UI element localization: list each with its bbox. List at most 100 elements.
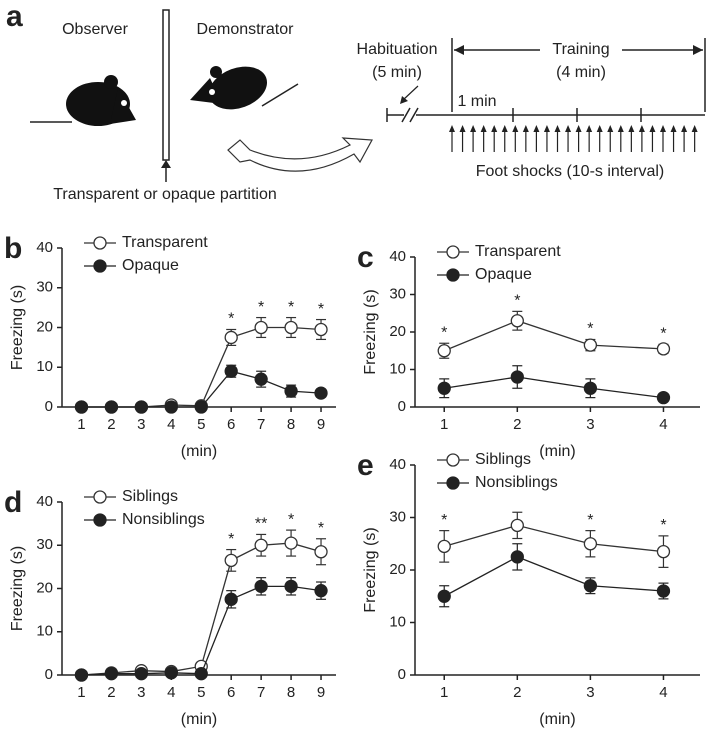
x-tick-label: 1 bbox=[77, 416, 85, 433]
marker bbox=[656, 544, 671, 559]
training-duration: (4 min) bbox=[556, 64, 606, 81]
marker bbox=[254, 579, 268, 593]
x-tick-label: 3 bbox=[137, 684, 145, 701]
panel-label: a bbox=[6, 0, 23, 33]
legend-label: Transparent bbox=[122, 234, 208, 251]
interval-label: 1 min bbox=[457, 93, 496, 110]
significance: * bbox=[318, 301, 324, 318]
marker bbox=[284, 579, 298, 593]
mouse-tail bbox=[261, 83, 299, 107]
marker bbox=[314, 386, 328, 400]
x-tick-label: 4 bbox=[167, 684, 175, 701]
training-label: Training bbox=[552, 41, 609, 58]
partition-label: Transparent or opaque partition bbox=[53, 186, 277, 203]
arrow-head bbox=[575, 125, 582, 132]
y-tick-label: 40 bbox=[389, 248, 406, 265]
legend-marker bbox=[446, 453, 460, 467]
significance: * bbox=[587, 321, 593, 338]
y-tick-label: 0 bbox=[45, 398, 53, 415]
observer-label: Observer bbox=[62, 21, 128, 38]
demonstrator-ear bbox=[210, 66, 222, 78]
legend-label: Nonsiblings bbox=[475, 474, 558, 491]
observer-eye bbox=[121, 100, 127, 106]
x-tick-label: 6 bbox=[227, 416, 235, 433]
arrow-head bbox=[459, 125, 466, 132]
habituation-duration: (5 min) bbox=[372, 64, 422, 81]
arrow-head bbox=[470, 125, 477, 132]
legend-label: Opaque bbox=[122, 257, 179, 274]
arrow-head bbox=[449, 125, 455, 132]
x-tick-label: 3 bbox=[586, 684, 594, 701]
arrow-head bbox=[670, 125, 677, 132]
marker bbox=[583, 579, 598, 593]
x-tick-label: 1 bbox=[77, 684, 85, 701]
x-tick-label: 2 bbox=[107, 684, 115, 701]
marker bbox=[284, 536, 298, 550]
x-tick-label: 4 bbox=[167, 416, 175, 433]
marker bbox=[437, 381, 451, 395]
legend-label: Nonsiblings bbox=[122, 511, 205, 528]
arrow-head bbox=[586, 125, 593, 132]
marker bbox=[583, 381, 598, 395]
x-tick-label: 3 bbox=[586, 416, 594, 433]
marker bbox=[224, 364, 238, 378]
panel-label: b bbox=[4, 232, 22, 265]
y-axis-label: Freezing (s) bbox=[9, 546, 26, 631]
marker bbox=[437, 344, 451, 358]
arrow-head bbox=[681, 125, 688, 132]
legend-marker bbox=[93, 236, 107, 250]
y-tick-label: 20 bbox=[36, 318, 53, 335]
legend-marker bbox=[446, 476, 460, 490]
marker bbox=[254, 372, 268, 386]
arrow-head bbox=[533, 125, 540, 132]
y-tick-label: 40 bbox=[36, 493, 53, 510]
x-axis-label: (min) bbox=[539, 711, 575, 728]
marker bbox=[134, 400, 149, 414]
y-tick-label: 30 bbox=[36, 279, 53, 296]
timeline-break bbox=[409, 107, 419, 123]
marker bbox=[254, 320, 268, 335]
y-tick-label: 0 bbox=[45, 666, 53, 683]
significance: * bbox=[441, 512, 447, 529]
significance: * bbox=[228, 311, 234, 328]
x-tick-label: 7 bbox=[257, 684, 265, 701]
arrow-head bbox=[617, 125, 624, 132]
marker bbox=[510, 550, 524, 564]
marker bbox=[224, 553, 238, 568]
legend-marker bbox=[93, 513, 107, 527]
x-tick-label: 3 bbox=[137, 416, 145, 433]
arrow-head bbox=[596, 125, 603, 132]
arrow-head bbox=[454, 45, 464, 55]
shocks-label: Foot shocks (10-s interval) bbox=[476, 163, 665, 180]
panel-label: e bbox=[357, 449, 374, 482]
y-tick-label: 10 bbox=[389, 360, 406, 377]
y-tick-label: 10 bbox=[389, 613, 406, 630]
x-tick-label: 4 bbox=[659, 416, 667, 433]
demonstrator-head bbox=[190, 78, 222, 104]
x-tick-label: 7 bbox=[257, 416, 265, 433]
y-tick-label: 30 bbox=[389, 508, 406, 525]
panel-label: d bbox=[4, 486, 22, 519]
marker bbox=[656, 342, 671, 356]
x-tick-label: 9 bbox=[317, 684, 325, 701]
significance: * bbox=[288, 299, 294, 316]
arrow-head bbox=[554, 125, 561, 132]
marker bbox=[284, 320, 298, 335]
habituation-label: Habituation bbox=[357, 41, 438, 58]
observer-ear bbox=[104, 75, 118, 89]
y-tick-label: 10 bbox=[36, 623, 53, 640]
arrow-head bbox=[512, 125, 519, 132]
marker bbox=[510, 314, 524, 328]
x-tick-label: 6 bbox=[227, 684, 235, 701]
arrow-head bbox=[691, 125, 698, 132]
arrow-head bbox=[660, 125, 666, 132]
legend-marker bbox=[93, 259, 107, 273]
demonstrator-mouse bbox=[208, 66, 268, 110]
marker bbox=[314, 584, 328, 598]
panel-label: c bbox=[357, 241, 374, 274]
marker bbox=[510, 518, 524, 533]
partition bbox=[162, 9, 170, 161]
marker bbox=[254, 538, 268, 552]
marker bbox=[656, 390, 671, 405]
